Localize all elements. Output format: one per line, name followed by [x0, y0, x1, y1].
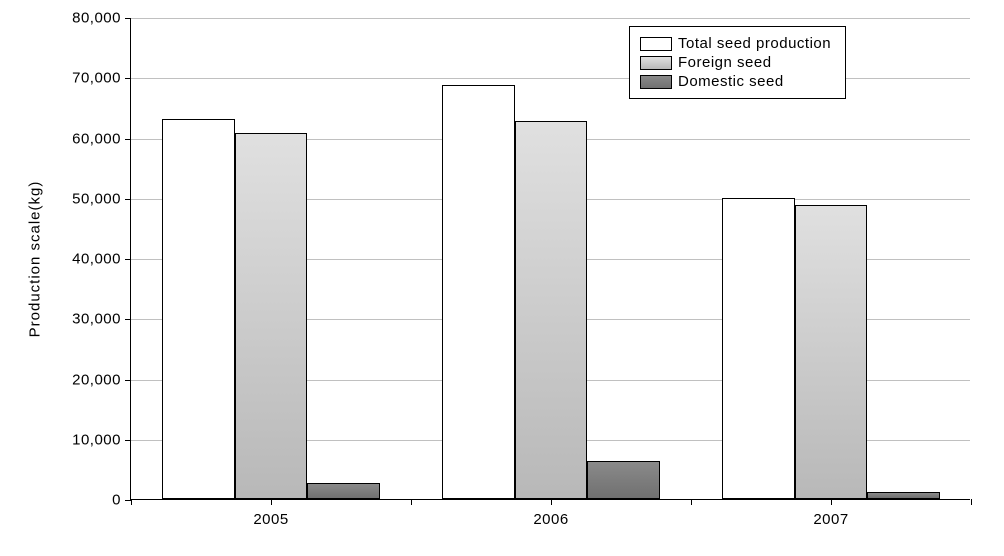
legend: Total seed production Foreign seed Domesti… [629, 26, 846, 99]
y-tick-label: 70,000 [72, 70, 131, 87]
x-boundary-tick [411, 499, 412, 505]
plot-area: 010,00020,00030,00040,00050,00060,00070,… [130, 18, 970, 500]
gridline [131, 18, 970, 19]
bar [722, 198, 795, 499]
bar [307, 483, 380, 499]
x-tick-label: 2006 [533, 499, 568, 528]
y-tick-label: 10,000 [72, 431, 131, 448]
legend-text: Total seed production [678, 35, 831, 52]
y-tick-label: 30,000 [72, 311, 131, 328]
bar [795, 205, 868, 499]
x-tick-label: 2007 [813, 499, 848, 528]
legend-text: Domestic seed [678, 73, 784, 90]
x-boundary-tick [131, 499, 132, 505]
bar [867, 492, 940, 499]
legend-row: Foreign seed [640, 54, 831, 71]
y-tick-label: 80,000 [72, 10, 131, 27]
legend-row: Domestic seed [640, 73, 831, 90]
bar [587, 461, 660, 499]
y-tick-label: 50,000 [72, 190, 131, 207]
y-tick-label: 40,000 [72, 251, 131, 268]
y-tick-label: 60,000 [72, 130, 131, 147]
y-tick-label: 20,000 [72, 371, 131, 388]
x-tick-label: 2005 [253, 499, 288, 528]
bar [162, 119, 235, 499]
bar [235, 133, 308, 499]
y-tick-label: 0 [112, 492, 131, 509]
legend-swatch [640, 37, 672, 51]
x-boundary-tick [971, 499, 972, 505]
y-axis-label: Production scale(kg) [27, 181, 44, 338]
x-boundary-tick [691, 499, 692, 505]
bar [442, 85, 515, 499]
legend-row: Total seed production [640, 35, 831, 52]
legend-swatch [640, 56, 672, 70]
chart-container: 0 10,000 20,000 30,000 40,000 50,000 60,000 70,… [0, 0, 1004, 556]
bar [515, 121, 588, 499]
legend-swatch [640, 75, 672, 89]
legend-text: Foreign seed [678, 54, 772, 71]
